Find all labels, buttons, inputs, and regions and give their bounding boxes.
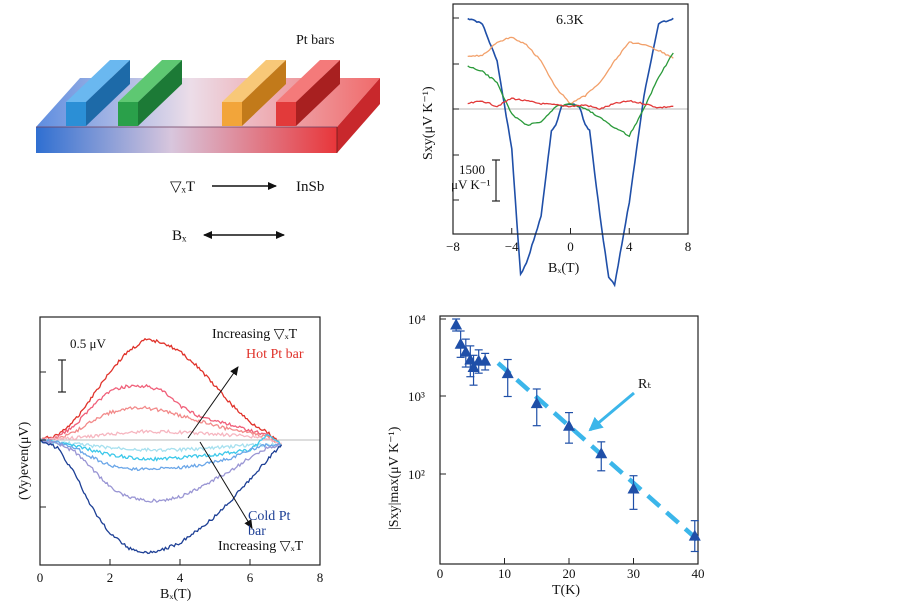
panel-d-points [450, 318, 701, 553]
panel-d-point [479, 352, 492, 371]
material-label: InSb [296, 179, 324, 195]
panel-c-x-ticks: 0 2 4 6 8 [37, 559, 324, 585]
y-tick-10-3: 10³ [408, 389, 425, 404]
panel-d-point [595, 441, 608, 472]
annotation-cold-pt-bar-2: bar [248, 524, 266, 539]
panel-d-point [501, 358, 514, 398]
panel-c-chart: 0 2 4 6 8 Bₓ(T) (Vy)even(μV) 0.5 μV Increasi… [17, 316, 324, 602]
panel-b-x-tick-label: −4 [505, 239, 519, 254]
panel-d-x-ticks: 0 10 20 30 40 [437, 558, 705, 581]
panel-b-y-label: Sxy(μV K⁻¹) [421, 86, 436, 160]
panel-d-point [627, 475, 640, 510]
pt-bar-green [118, 60, 182, 126]
panel-d-fit-line [496, 361, 700, 542]
panel-d-x-tick-label: 0 [437, 566, 444, 581]
insb-slab-front [36, 127, 337, 153]
panel-c-y-label: (Vy)even(μV) [17, 421, 32, 500]
panel-c-series-light-red [39, 405, 282, 446]
annotation-rt: Rₜ [638, 377, 651, 392]
panel-c-series-cyan [39, 434, 282, 462]
panel-d-x-tick-label: 20 [563, 566, 576, 581]
panel-b-x-tick-label: 8 [685, 239, 692, 254]
panel-d-point [563, 411, 575, 444]
rt-arrow [588, 391, 635, 432]
panel-c-series-pale-cyan [39, 437, 282, 453]
panel-c-series-navy [39, 439, 283, 555]
panel-b-x-label: Bₓ(T) [548, 261, 580, 276]
panel-a-schematic: Pt bars ▽ₓT InSb Bₓ [36, 33, 380, 244]
panel-b-title: 6.3K [556, 13, 584, 28]
panel-c-x-tick-label: 6 [247, 570, 254, 585]
gradient-label: ▽ₓT [170, 179, 195, 195]
field-label: Bₓ [172, 228, 187, 244]
panel-d-x-tick-label: 30 [627, 566, 640, 581]
panel-b-x-tick-label: −8 [446, 239, 460, 254]
panel-b-series-green [467, 52, 674, 138]
panel-d-point [530, 388, 543, 427]
panel-b-x-ticks: −8 −4 0 4 8 [446, 228, 691, 254]
panel-c-series-red-top [39, 337, 282, 446]
panel-c-series-sky-blue [39, 438, 282, 472]
panel-b-scale-value: 1500 [459, 162, 485, 177]
panel-b-x-tick-label: 0 [567, 239, 574, 254]
insb-slab-side [337, 78, 380, 153]
pt-bar-orange [222, 60, 286, 126]
panel-b-chart: −8 −4 0 4 8 6.3K Bₓ(T) Sxy(μV K⁻¹) 1500 μV K… [421, 3, 691, 288]
annotation-hot-pt-bar: Hot Pt bar [246, 347, 304, 362]
arrow-increasing-up [187, 366, 239, 439]
panel-c-x-tick-label: 4 [177, 570, 184, 585]
panel-c-series-lavender [39, 438, 282, 503]
panel-c-x-tick-label: 8 [317, 570, 324, 585]
y-tick-10-4: 10⁴ [408, 312, 426, 327]
panel-c-x-tick-label: 0 [37, 570, 44, 585]
panel-c-x-label: Bₓ(T) [160, 587, 192, 602]
annotation-increasing-down: Increasing ▽ₓT [218, 539, 304, 554]
annotation-increasing-up: Increasing ▽ₓT [212, 327, 298, 342]
panel-d-point [450, 318, 463, 332]
panel-d-point [467, 354, 480, 386]
panel-c-series-pale-pink [39, 428, 282, 445]
panel-d-x-tick-label: 40 [692, 566, 705, 581]
panel-d-chart: 0 10 20 30 40 10⁴ 10³ 10² T(K) |Sxy|max(μV K… [387, 312, 705, 598]
panel-b-scale-unit: μV K⁻¹ [451, 177, 491, 192]
panel-b-series-red [467, 97, 674, 110]
pt-bar-red [276, 60, 340, 126]
panel-d-point [688, 520, 701, 553]
panel-c-series-pink [39, 383, 282, 446]
y-tick-10-2: 10² [408, 467, 425, 482]
arrow-increasing-down [199, 441, 253, 529]
pt-bar-blue [66, 60, 130, 126]
panel-d-y-label: |Sxy|max(μV K⁻¹) [387, 426, 402, 530]
panel-d-point [454, 330, 467, 358]
panel-d-x-tick-label: 10 [498, 566, 511, 581]
panel-b-series [467, 17, 674, 288]
panel-b-x-tick-label: 4 [626, 239, 633, 254]
pt-bars-label: Pt bars [296, 33, 335, 48]
annotation-cold-pt-bar-1: Cold Pt [248, 509, 291, 524]
panel-c-scale-label: 0.5 μV [70, 336, 106, 351]
panel-c-x-tick-label: 2 [107, 570, 114, 585]
panel-d-fit-dash [496, 361, 700, 542]
panel-c-series [39, 337, 283, 555]
panel-d-x-label: T(K) [552, 583, 580, 598]
